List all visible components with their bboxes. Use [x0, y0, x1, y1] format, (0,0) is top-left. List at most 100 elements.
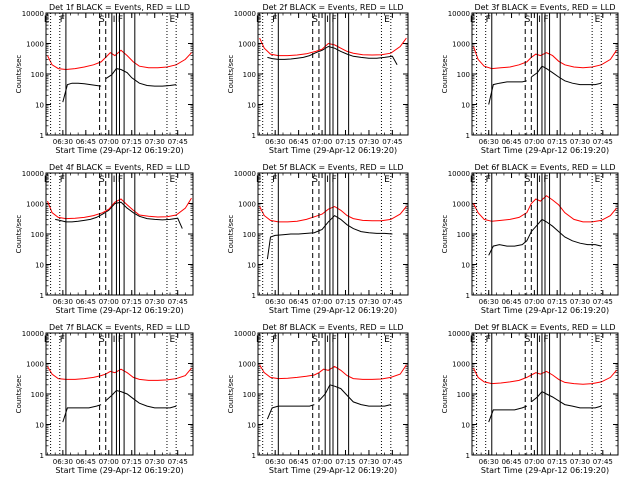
- lld-series-line: [47, 366, 192, 381]
- y-tick-label: 1000: [26, 201, 44, 209]
- x-axis-label: Start Time (29-Apr-12 06:19:20): [269, 466, 397, 475]
- x-tick-label: 07:15: [547, 458, 567, 466]
- x-tick-label: 07:30: [570, 138, 590, 146]
- x-tick-label: 06:30: [53, 458, 73, 466]
- y-tick-label: 10: [247, 102, 256, 110]
- panel-det-5: Det 5f BLACK = Events, RED = LLD 1 10 100 10…: [227, 163, 409, 315]
- y-tick-label: 10000: [448, 330, 470, 338]
- x-axis-label: Start Time (29-Apr-12 06:19:20): [55, 466, 183, 475]
- lld-series-line: [473, 367, 617, 385]
- marker-label: E: [384, 175, 390, 185]
- y-tick-label: 10: [247, 422, 256, 430]
- x-tick-label: 07:00: [312, 298, 332, 306]
- marker-label: F: [486, 15, 491, 25]
- x-tick-label: 07:15: [122, 138, 142, 146]
- panel-det-6: Det 6f BLACK = Events, RED = LLD 1 10 100 10…: [441, 163, 619, 315]
- x-tick-label: 07:00: [99, 138, 119, 146]
- x-axis-label: Start Time (29-Apr-12 06:19:20): [269, 306, 397, 315]
- y-tick-label: 1: [466, 452, 470, 460]
- marker-label: S: [99, 15, 105, 25]
- x-tick-label: 07:45: [382, 458, 402, 466]
- marker-label: S: [312, 335, 318, 345]
- x-axis-label: Start Time (29-Apr-12 06:19:20): [481, 306, 609, 315]
- x-tick-label: 06:30: [265, 298, 285, 306]
- x-tick-label: 06:30: [265, 138, 285, 146]
- y-tick-label: 1: [40, 132, 44, 140]
- x-tick-label: 07:15: [335, 138, 355, 146]
- x-tick-label: 07:30: [570, 458, 590, 466]
- marker-label: S: [525, 15, 531, 25]
- marker-label: E: [256, 15, 262, 25]
- y-axis-label: Counts/sec: [15, 375, 23, 414]
- lld-series-line: [473, 46, 617, 70]
- y-tick-label: 1000: [26, 41, 44, 49]
- y-tick-label: 100: [243, 71, 256, 79]
- y-tick-label: 100: [457, 391, 470, 399]
- y-tick-label: 10000: [448, 170, 470, 178]
- y-tick-label: 10: [247, 262, 256, 270]
- y-tick-label: 1000: [26, 361, 44, 369]
- y-tick-label: 100: [243, 231, 256, 239]
- x-tick-label: 06:45: [289, 458, 309, 466]
- x-tick-label: 07:45: [168, 458, 188, 466]
- y-axis-label: Counts/sec: [227, 215, 235, 254]
- x-tick-label: 07:45: [593, 138, 613, 146]
- marker-label: F: [272, 335, 277, 345]
- y-tick-label: 1000: [238, 361, 256, 369]
- panel-title: Det 7f BLACK = Events, RED = LLD: [49, 323, 190, 332]
- marker-label: E: [470, 15, 476, 25]
- x-tick-label: 07:45: [593, 458, 613, 466]
- marker-label: E: [595, 335, 601, 345]
- panel-title: Det 4f BLACK = Events, RED = LLD: [49, 163, 190, 172]
- lld-series-line: [47, 49, 192, 71]
- marker-label: E: [44, 175, 50, 185]
- y-tick-label: 1000: [452, 41, 470, 49]
- x-tick-label: 07:30: [145, 138, 165, 146]
- panel-det-9: Det 9f BLACK = Events, RED = LLD 1 10 100 10…: [441, 323, 619, 475]
- marker-label: F: [118, 335, 123, 345]
- x-tick-label: 06:30: [53, 138, 73, 146]
- lld-series-line: [259, 37, 407, 57]
- marker-label: E: [595, 175, 601, 185]
- panel-title: Det 9f BLACK = Events, RED = LLD: [474, 323, 615, 332]
- y-tick-label: 10000: [22, 330, 44, 338]
- x-tick-label: 07:00: [524, 138, 544, 146]
- marker-label: F: [486, 175, 491, 185]
- y-tick-label: 100: [243, 391, 256, 399]
- marker-label: I: [326, 15, 329, 25]
- x-tick-label: 06:45: [76, 458, 96, 466]
- x-tick-label: 07:00: [524, 458, 544, 466]
- marker-label: S: [99, 175, 105, 185]
- marker-label: F: [272, 15, 277, 25]
- y-axis-label: Counts/sec: [441, 375, 449, 414]
- panel-title: Det 8f BLACK = Events, RED = LLD: [262, 323, 403, 332]
- marker-label: F: [332, 175, 337, 185]
- events-series-line: [266, 404, 315, 420]
- x-tick-label: 06:45: [501, 458, 521, 466]
- y-tick-label: 10000: [22, 170, 44, 178]
- marker-label: S: [99, 335, 105, 345]
- marker-label: E: [44, 15, 50, 25]
- panel-title: Det 6f BLACK = Events, RED = LLD: [474, 163, 615, 172]
- marker-label: F: [118, 175, 123, 185]
- marker-label: E: [44, 335, 50, 345]
- y-tick-label: 10000: [448, 10, 470, 18]
- x-tick-label: 07:45: [168, 298, 188, 306]
- marker-label: S: [312, 175, 318, 185]
- x-tick-label: 07:00: [312, 138, 332, 146]
- y-tick-label: 10000: [234, 10, 256, 18]
- y-tick-label: 100: [31, 71, 44, 79]
- marker-label: E: [470, 335, 476, 345]
- y-tick-label: 1000: [238, 41, 256, 49]
- y-axis-label: Counts/sec: [15, 215, 23, 254]
- panel-det-2: Det 2f BLACK = Events, RED = LLD 1 10 100 10…: [227, 3, 409, 155]
- marker-label: F: [486, 335, 491, 345]
- x-tick-label: 06:30: [479, 298, 499, 306]
- marker-label: E: [256, 335, 262, 345]
- y-tick-label: 10000: [234, 170, 256, 178]
- marker-label: I: [538, 15, 541, 25]
- y-tick-label: 100: [457, 231, 470, 239]
- y-tick-label: 1: [252, 132, 256, 140]
- x-tick-label: 06:30: [265, 458, 285, 466]
- x-axis-label: Start Time (29-Apr-12 06:19:20): [481, 146, 609, 155]
